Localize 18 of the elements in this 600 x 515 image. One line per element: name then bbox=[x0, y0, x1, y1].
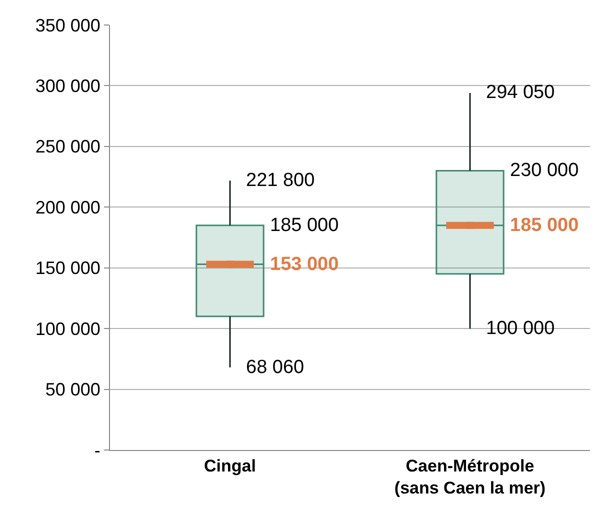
annotation: 100 000 bbox=[486, 318, 555, 339]
x-tick-label: Caen-Métropole (sans Caen la mer) bbox=[394, 456, 546, 498]
y-tick-label: 350 000 bbox=[35, 15, 100, 36]
annotation: 294 050 bbox=[486, 82, 555, 103]
x-tick-label: Cingal bbox=[204, 456, 256, 476]
y-tick-label: 300 000 bbox=[35, 76, 100, 96]
y-tick-label: 50 000 bbox=[45, 380, 100, 400]
annotation: 230 000 bbox=[510, 160, 579, 181]
annotation: 153 000 bbox=[270, 254, 339, 275]
annotation: 221 800 bbox=[246, 170, 315, 191]
annotation: 185 000 bbox=[510, 215, 579, 236]
annotation: 185 000 bbox=[270, 215, 339, 236]
y-tick-label: - bbox=[94, 440, 100, 460]
y-tick-label: 200 000 bbox=[35, 197, 100, 218]
y-tick-label: 250 000 bbox=[35, 136, 100, 157]
y-tick-label: 100 000 bbox=[35, 318, 100, 339]
annotation: 68 060 bbox=[246, 357, 304, 378]
y-tick-label: 150 000 bbox=[35, 258, 100, 278]
